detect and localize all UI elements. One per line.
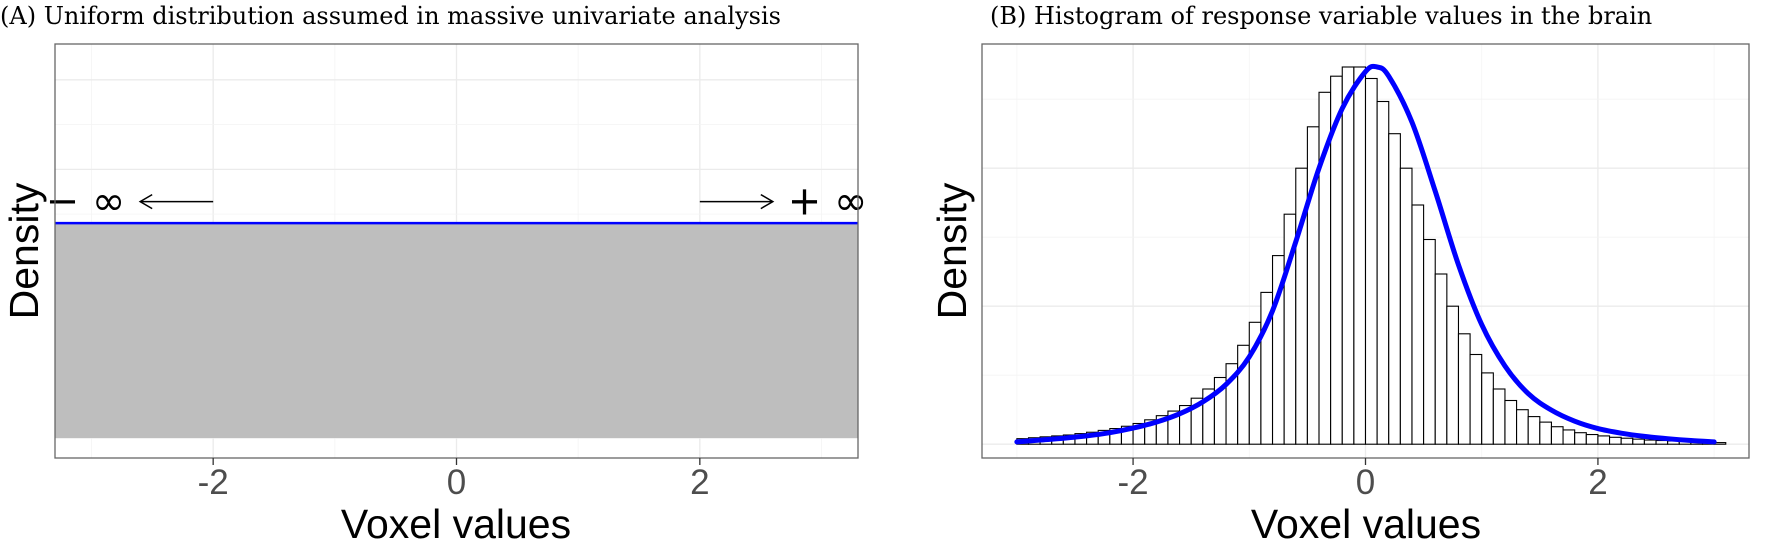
panel-b-title: (B) Histogram of response variable value… [990,2,1652,30]
left-arrow [138,193,214,210]
histogram-bar [1399,167,1413,445]
panel-b-histogram-bars [1016,66,1727,445]
panel-a-y-axis-title: Density [1,182,47,319]
histogram-bar [1562,429,1576,445]
panel-a-content: − ∞ + ∞ [46,179,868,438]
histogram-bar [1388,133,1401,445]
histogram-bar [1504,399,1518,445]
histogram-bar [1457,333,1471,445]
panel-b-density-curve [1014,63,1717,445]
arrow-head [760,193,775,210]
histogram-bar [1539,421,1552,445]
panel-b-x-tick-label: -2 [1118,463,1149,502]
arrow-head [138,193,153,210]
histogram-bar [1550,426,1564,445]
panel-b-x-axis-title: Voxel values [1251,501,1481,546]
histogram-bar [1411,204,1425,445]
panel-b-y-axis-title: Density [929,182,975,319]
histogram-bar [1353,66,1367,445]
positive-infinity-label: + ∞ [788,179,868,225]
histogram-bar [1655,439,1669,445]
histogram-bar [1492,388,1506,445]
panel-a-x-tick-label: -2 [198,463,229,502]
histogram-bar [1446,305,1460,445]
histogram-bar [1620,437,1634,445]
histogram-bar [1585,433,1599,445]
histogram-bar [1481,372,1494,445]
panel-b-x-tick-label: 0 [1356,463,1375,502]
uniform-density-area [55,223,858,438]
panel-a-x-axis-title: Voxel values [341,501,571,546]
histogram-bar [1516,409,1529,445]
histogram-bar [1376,100,1390,445]
right-arrow [699,193,775,210]
histogram-bar [1364,77,1378,445]
histogram-bar [1341,66,1355,445]
negative-infinity-label: − ∞ [46,179,126,225]
panel-a-title: (A) Uniform distribution assumed in mass… [0,2,781,30]
panel-b-x-tick-label: 2 [1588,463,1607,502]
histogram-bar [1527,416,1541,445]
panel-b: (B) Histogram of response variable value… [929,2,1750,546]
histogram-bar [1643,439,1657,445]
histogram-bar [1574,432,1587,445]
histogram-bar [1597,435,1611,445]
histogram-bar [1469,353,1483,445]
histogram-bar [1434,273,1448,445]
panel-a-x-axis: -2 0 2 [198,458,710,502]
histogram-bar [1423,238,1436,445]
panel-b-x-axis: -2 0 2 [1118,458,1608,502]
panel-a-x-tick-label: 2 [690,463,709,502]
histogram-bar [1608,436,1622,445]
panel-a-x-tick-label: 0 [447,463,466,502]
histogram-bar [1632,438,1645,445]
panel-a: (A) Uniform distribution assumed in mass… [0,2,867,546]
